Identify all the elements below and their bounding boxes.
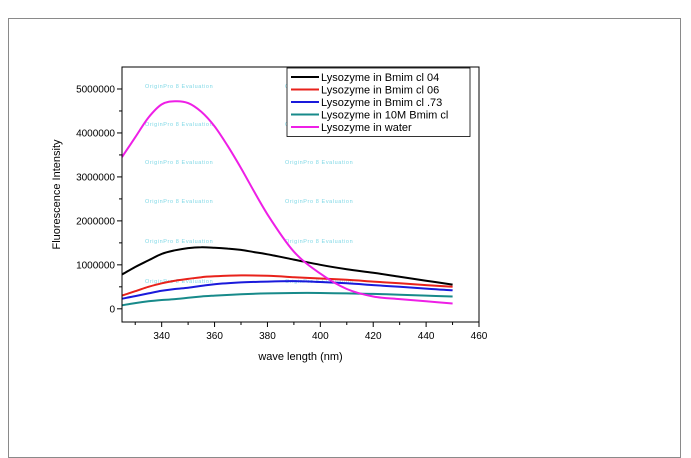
y-tick-label: 0 (109, 304, 115, 315)
watermark-text: OriginPro 8 Evaluation (145, 84, 213, 90)
series-layer (121, 100, 453, 307)
y-tick-label: 3000000 (76, 172, 115, 183)
y-axis-label: Fluorescence Intensity (51, 139, 63, 250)
x-tick-label: 440 (418, 331, 435, 342)
legend-entry-label: Lysozyme in Bmim cl .73 (321, 97, 442, 109)
y-tick-label: 2000000 (76, 216, 115, 227)
watermark-text: OriginPro 8 Evaluation (285, 160, 353, 166)
legend-entry-label: Lysozyme in Bmim cl 04 (321, 72, 439, 84)
watermark-text: OriginPro 8 Evaluation (145, 199, 213, 205)
watermark-text: OriginPro 8 Evaluation (145, 160, 213, 166)
y-tick-label: 4000000 (76, 128, 115, 139)
x-tick-label: 340 (153, 331, 170, 342)
watermark-text: OriginPro 8 Evaluation (145, 279, 213, 285)
series-line-2 (121, 274, 453, 297)
watermark-text: OriginPro 8 Evaluation (285, 199, 353, 205)
series-line-3 (121, 280, 453, 300)
y-tick-label: 5000000 (76, 84, 115, 95)
x-tick-label: 420 (365, 331, 382, 342)
legend-entry-label: Lysozyme in water (321, 122, 412, 134)
legend-entry-label: Lysozyme in Bmim cl 06 (321, 85, 439, 97)
series-line-5 (121, 100, 453, 305)
watermark-text: OriginPro 8 Evaluation (145, 122, 213, 128)
x-axis-label: wave length (nm) (257, 351, 342, 363)
x-tick-label: 380 (259, 331, 276, 342)
x-axis: 340 360 380 400 420 440 460 (134, 322, 488, 342)
y-axis: 0 1000000 2000000 3000000 4000000 5000000 (76, 84, 122, 315)
plot-area-border (121, 66, 480, 323)
series-line-1 (121, 246, 453, 286)
x-tick-label: 460 (471, 331, 488, 342)
watermark-text: OriginPro 8 Evaluation (145, 239, 213, 245)
legend-entry-label: Lysozyme in 10M Bmim cl (321, 110, 448, 122)
series-line-4 (121, 291, 453, 307)
x-tick-label: 400 (312, 331, 329, 342)
watermark-text: OriginPro 8 Evaluation (285, 239, 353, 245)
x-tick-label: 360 (206, 331, 223, 342)
chart: OriginPro 8 Evaluation OriginPro 8 Evalua… (51, 66, 488, 363)
y-tick-label: 1000000 (76, 260, 115, 271)
